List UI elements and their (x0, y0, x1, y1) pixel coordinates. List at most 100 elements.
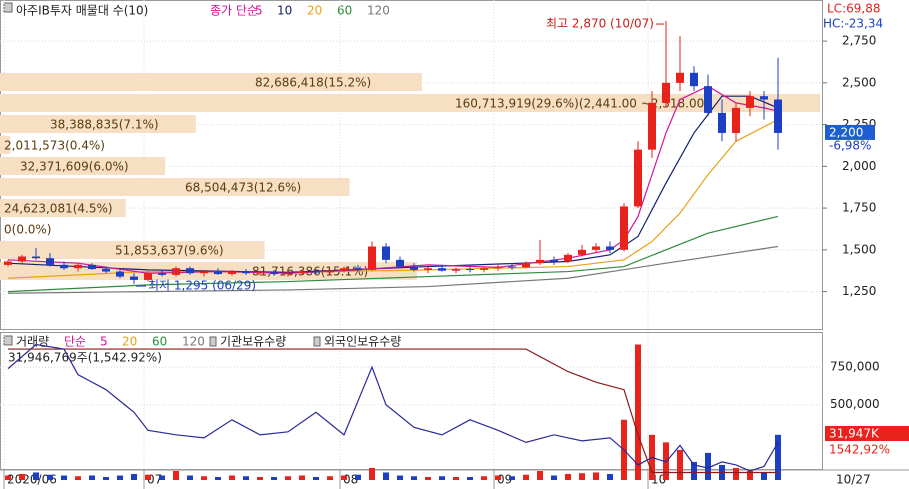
profile-label: 0(0.0%) (4, 223, 51, 237)
y-tick-label: 2,500 (842, 75, 876, 89)
legend-swatch (313, 336, 321, 347)
change-label: -6,98% (829, 139, 871, 153)
candle-body (494, 266, 502, 269)
candle-body (732, 107, 740, 133)
candle-body (396, 259, 404, 267)
candle-body (242, 271, 250, 274)
candle-body (88, 264, 96, 270)
volume-legend-entry: 5 (100, 335, 108, 349)
candle-body (592, 246, 600, 250)
legend-swatch (209, 336, 217, 347)
y-tick-label: 2,750 (842, 34, 876, 48)
indicator: LC:69,88 (827, 2, 880, 16)
volume-bar (397, 475, 403, 480)
legend-entry: 120 (367, 4, 390, 18)
candle-body (466, 269, 474, 271)
volume-bar (159, 475, 165, 480)
volume-bar (537, 470, 543, 480)
candle-body (536, 259, 544, 264)
candle-body (326, 270, 334, 273)
candle-body (564, 254, 572, 262)
candle-body (522, 263, 530, 268)
candle-body (648, 102, 656, 150)
volume-legend-entry: 60 (152, 335, 167, 349)
candle-body (46, 258, 54, 265)
candle-body (774, 99, 782, 133)
candle-body (718, 112, 726, 133)
volume-bar (215, 476, 221, 480)
y-tick-label: 750,000 (830, 360, 880, 374)
volume-bar (327, 476, 333, 480)
volume-bar (75, 476, 81, 480)
volume-bar (635, 344, 641, 480)
candle-body (508, 266, 516, 268)
volume-bar (19, 473, 25, 480)
volume-bar (369, 467, 375, 480)
volume-bar (733, 467, 739, 480)
legend-entry: 10 (277, 4, 292, 18)
volume-bar (467, 476, 473, 480)
candle-body (746, 96, 754, 108)
candle-body (256, 272, 264, 274)
volume-tag-label: 1542,92% (829, 443, 890, 457)
candle-body (144, 273, 152, 280)
candle-body (60, 264, 68, 269)
volume-bar (131, 473, 137, 480)
candle-body (284, 273, 292, 275)
candle-body (312, 271, 320, 273)
indicator: HC:-23,34 (823, 17, 883, 31)
volume-bar (439, 476, 445, 480)
volume-bar (677, 449, 683, 480)
candle-body (32, 256, 40, 259)
profile-label: 82,686,418(15.2%) (255, 76, 371, 90)
candle-body (690, 72, 698, 87)
profile-label: 2,011,573(0.4%) (4, 139, 105, 153)
volume-bar (775, 434, 781, 480)
candle-body (158, 273, 166, 275)
candle-body (676, 72, 684, 83)
title-icon (3, 2, 13, 13)
profile-bar (0, 199, 126, 217)
candle-body (424, 268, 432, 270)
volume-bar (495, 475, 501, 480)
candle-body (130, 276, 138, 280)
volume-bar (5, 475, 11, 480)
candle-body (228, 271, 236, 275)
line-series (8, 348, 778, 474)
volume-bar (593, 472, 599, 480)
legend-label: 종가 단순 (210, 4, 258, 18)
volume-bar (187, 475, 193, 480)
profile-bar (0, 136, 11, 154)
volume-bar (383, 472, 389, 480)
y-tick-label: 1,500 (842, 242, 876, 256)
volume-bar (705, 452, 711, 480)
line-series (7, 245, 779, 294)
candle-body (606, 246, 614, 250)
volume-bar (229, 475, 235, 480)
candle-body (270, 272, 278, 275)
candle-body (172, 268, 180, 275)
volume-bar (243, 476, 249, 480)
candle-body (620, 206, 628, 250)
candle-body (382, 246, 390, 260)
volume-bar (481, 476, 487, 480)
profile-bar (0, 178, 350, 196)
volume-bar (285, 476, 291, 480)
candle-body (480, 268, 488, 270)
candle-body (438, 268, 446, 271)
volume-bar (523, 474, 529, 480)
profile-label: 160,713,919(29.6%)(2,441.00 ~2,318.00) (455, 97, 709, 111)
volume-bar (747, 470, 753, 480)
volume-icon (3, 335, 13, 346)
candle-body (410, 266, 418, 270)
volume-legend-entry: 외국인보유수량 (324, 335, 401, 349)
candle-body (4, 261, 12, 265)
candle-body (298, 271, 306, 274)
volume-bar (453, 476, 459, 480)
profile-bar (0, 94, 820, 112)
volume-bar (61, 475, 67, 480)
candle-body (550, 259, 558, 262)
candle-body (340, 268, 348, 271)
volume-bar (509, 476, 515, 480)
